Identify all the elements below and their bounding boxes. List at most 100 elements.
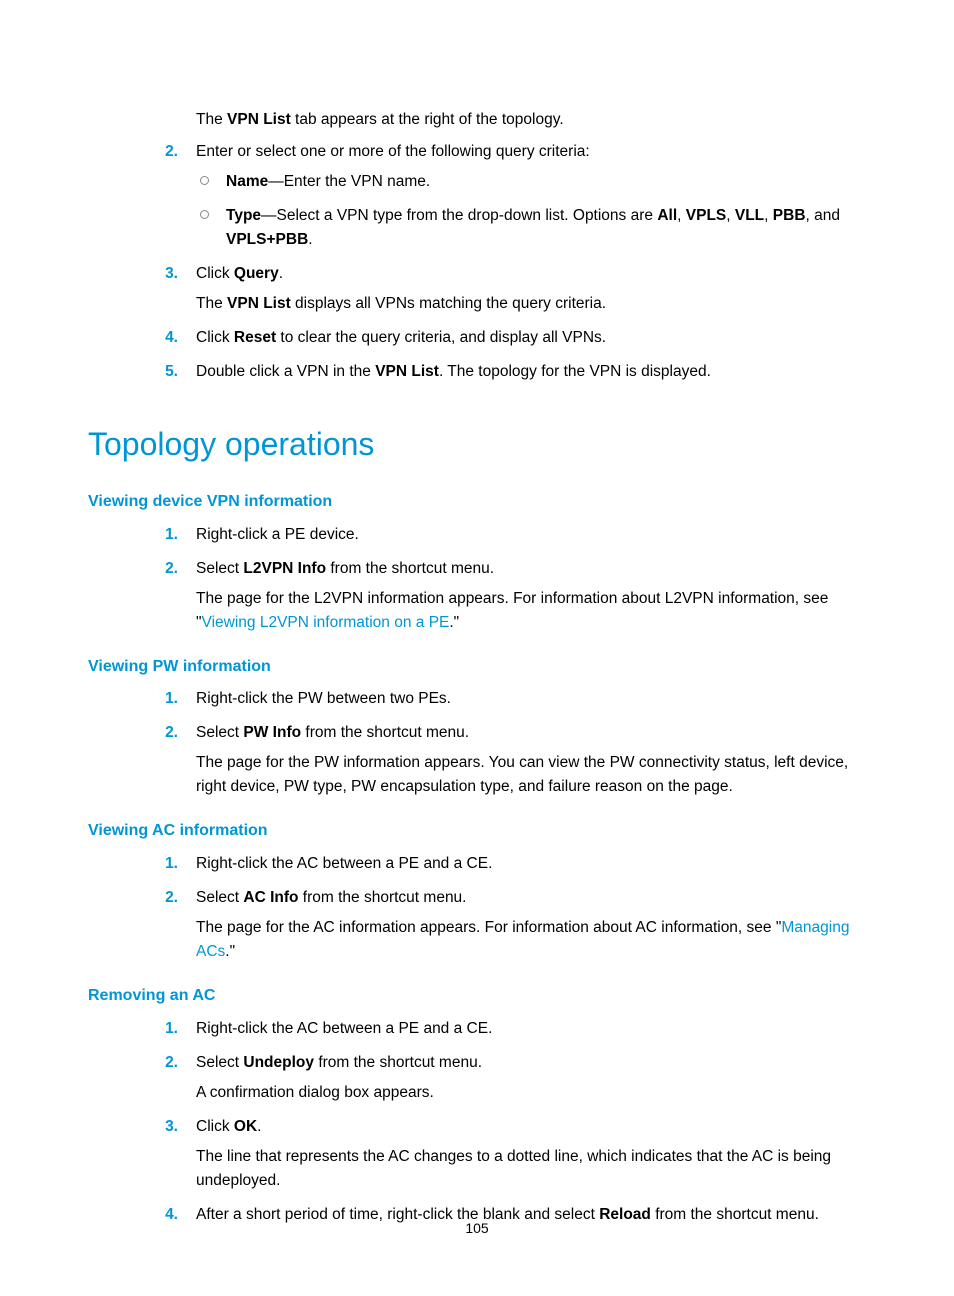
step-number: 2. xyxy=(154,140,178,164)
text-bold: Type xyxy=(226,207,261,224)
text: , and xyxy=(806,207,840,224)
page-number: 105 xyxy=(0,1218,954,1240)
step-body: Enter or select one or more of the follo… xyxy=(196,140,866,164)
text: ." xyxy=(449,614,459,631)
link-viewing-l2vpn-info[interactable]: Viewing L2VPN information on a PE xyxy=(202,614,450,631)
step-body: Right-click the AC between a PE and a CE… xyxy=(196,1017,866,1041)
heading-removing-ac: Removing an AC xyxy=(88,984,866,1009)
heading-viewing-pw-info: Viewing PW information xyxy=(88,655,866,680)
step-number: 2. xyxy=(154,721,178,745)
text: . The topology for the VPN is displayed. xyxy=(439,363,711,380)
step-body: Right-click the AC between a PE and a CE… xyxy=(196,852,866,876)
text-bold: PBB xyxy=(773,207,806,224)
text: , xyxy=(677,207,686,224)
text-bold: All xyxy=(657,207,677,224)
text: tab appears at the right of the topology… xyxy=(291,111,564,128)
ordered-list: 1. Right-click a PE device. 2. Select L2… xyxy=(88,523,866,635)
text: The page for the AC information appears.… xyxy=(196,919,781,936)
step-number: 2. xyxy=(154,886,178,910)
text: , xyxy=(764,207,773,224)
text: from the shortcut menu. xyxy=(299,889,467,906)
list-item: 1. Right-click the PW between two PEs. xyxy=(88,687,866,711)
sub-list-item: Type—Select a VPN type from the drop-dow… xyxy=(196,204,866,252)
step-note: The page for the AC information appears.… xyxy=(196,916,866,964)
list-item: 2. Enter or select one or more of the fo… xyxy=(88,140,866,252)
heading-viewing-device-vpn: Viewing device VPN information xyxy=(88,490,866,515)
text-bold: Reset xyxy=(234,329,276,346)
text: displays all VPNs matching the query cri… xyxy=(291,295,606,312)
step-note: The line that represents the AC changes … xyxy=(196,1145,866,1193)
step-number: 1. xyxy=(154,852,178,876)
text: from the shortcut menu. xyxy=(301,724,469,741)
text: Select xyxy=(196,724,243,741)
sub-list-item: Name—Enter the VPN name. xyxy=(196,170,866,194)
text: . xyxy=(308,231,312,248)
step-body: Select L2VPN Info from the shortcut menu… xyxy=(196,557,866,581)
text: Double click a VPN in the xyxy=(196,363,375,380)
list-item: 2. Select PW Info from the shortcut menu… xyxy=(88,721,866,799)
ordered-list: 1. Right-click the PW between two PEs. 2… xyxy=(88,687,866,799)
list-item: 4. Click Reset to clear the query criter… xyxy=(88,326,866,350)
list-item: 3. Click OK. The line that represents th… xyxy=(88,1115,866,1193)
text: Select xyxy=(196,889,243,906)
text: —Select a VPN type from the drop-down li… xyxy=(261,207,657,224)
step-number: 1. xyxy=(154,1017,178,1041)
circle-icon xyxy=(200,176,209,185)
text: Select xyxy=(196,1054,243,1071)
text: Click xyxy=(196,265,234,282)
step-number: 1. xyxy=(154,687,178,711)
text: from the shortcut menu. xyxy=(326,560,494,577)
text-bold: PW Info xyxy=(243,724,301,741)
step-number: 4. xyxy=(154,326,178,350)
text: . xyxy=(257,1118,261,1135)
step-note: The page for the L2VPN information appea… xyxy=(196,587,866,635)
ordered-list: 1. Right-click the AC between a PE and a… xyxy=(88,852,866,964)
text-bold: VPLS xyxy=(686,207,726,224)
step-number: 3. xyxy=(154,1115,178,1139)
step-body: Select AC Info from the shortcut menu. xyxy=(196,886,866,910)
text-bold: VPLS+PBB xyxy=(226,231,308,248)
text-bold: VPN List xyxy=(375,363,439,380)
text-bold: VLL xyxy=(735,207,764,224)
list-item: 5. Double click a VPN in the VPN List. T… xyxy=(88,360,866,384)
step-body: Right-click a PE device. xyxy=(196,523,866,547)
step-body: Click OK. xyxy=(196,1115,866,1139)
text-bold: VPN List xyxy=(227,295,291,312)
text-bold: OK xyxy=(234,1118,257,1135)
list-item: 2. Select Undeploy from the shortcut men… xyxy=(88,1051,866,1105)
step-body: Select PW Info from the shortcut menu. xyxy=(196,721,866,745)
step-body: Click Query. xyxy=(196,262,866,286)
text: Click xyxy=(196,329,234,346)
step-body: Select Undeploy from the shortcut menu. xyxy=(196,1051,866,1075)
text-bold: Name xyxy=(226,173,268,190)
list-item: 3. Click Query. The VPN List displays al… xyxy=(88,262,866,316)
list-item: 2. Select AC Info from the shortcut menu… xyxy=(88,886,866,964)
text: The xyxy=(196,111,227,128)
text: to clear the query criteria, and display… xyxy=(276,329,606,346)
text-bold: L2VPN Info xyxy=(243,560,326,577)
text-bold: Undeploy xyxy=(243,1054,314,1071)
text: . xyxy=(279,265,283,282)
document-page: The VPN List tab appears at the right of… xyxy=(0,0,954,1296)
step-body: Double click a VPN in the VPN List. The … xyxy=(196,360,866,384)
step-number: 1. xyxy=(154,523,178,547)
ordered-list: 1. Right-click the AC between a PE and a… xyxy=(88,1017,866,1227)
text-bold: VPN List xyxy=(227,111,291,128)
continuation-paragraph: The VPN List tab appears at the right of… xyxy=(196,108,866,132)
step-note: The page for the PW information appears.… xyxy=(196,751,866,799)
sub-list: Name—Enter the VPN name. Type—Select a V… xyxy=(196,170,866,252)
ordered-list: 2. Enter or select one or more of the fo… xyxy=(88,140,866,384)
text: —Enter the VPN name. xyxy=(268,173,430,190)
text: from the shortcut menu. xyxy=(314,1054,482,1071)
text: Click xyxy=(196,1118,234,1135)
list-item: 1. Right-click a PE device. xyxy=(88,523,866,547)
text-bold: Query xyxy=(234,265,279,282)
text: The xyxy=(196,295,227,312)
text: Select xyxy=(196,560,243,577)
step-number: 5. xyxy=(154,360,178,384)
step-body: Right-click the PW between two PEs. xyxy=(196,687,866,711)
heading-viewing-ac-info: Viewing AC information xyxy=(88,819,866,844)
step-number: 3. xyxy=(154,262,178,286)
text: , xyxy=(726,207,735,224)
text-bold: AC Info xyxy=(243,889,298,906)
